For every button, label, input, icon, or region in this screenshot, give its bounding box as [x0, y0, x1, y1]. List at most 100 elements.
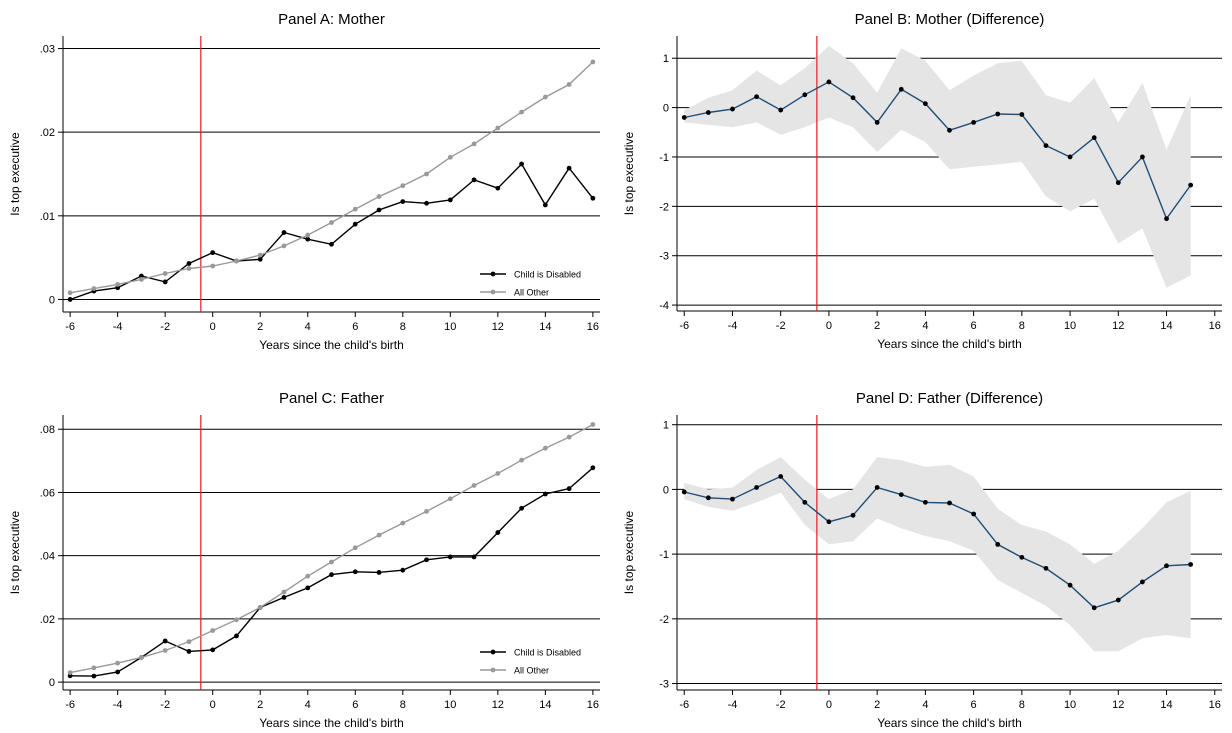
data-point — [519, 457, 524, 463]
data-point — [566, 486, 572, 492]
x-tick-label: 12 — [492, 699, 504, 711]
data-point — [874, 120, 880, 125]
data-point — [210, 250, 216, 256]
data-point — [802, 92, 808, 98]
x-tick-label: 16 — [587, 699, 599, 711]
data-point — [329, 559, 334, 565]
x-tick-label: -6 — [679, 699, 689, 711]
data-point — [947, 500, 952, 506]
data-point — [850, 512, 856, 518]
x-tick-label: 8 — [1019, 699, 1025, 711]
data-point — [329, 241, 334, 247]
legend-label: All Other — [514, 666, 549, 676]
data-point — [424, 171, 429, 177]
data-point — [305, 236, 311, 242]
data-point — [1140, 154, 1145, 160]
data-point — [471, 554, 477, 560]
data-point — [922, 499, 928, 505]
x-tick-label: 4 — [922, 320, 928, 332]
x-tick-label: -6 — [65, 699, 75, 711]
x-tick-label: -2 — [160, 321, 170, 333]
data-point — [802, 499, 808, 505]
data-point — [566, 165, 572, 171]
x-tick-label: 12 — [492, 321, 504, 333]
series-line — [70, 467, 594, 677]
data-point — [210, 263, 216, 269]
data-point — [519, 161, 524, 167]
y-tick-label: 1 — [663, 420, 669, 432]
data-point — [590, 465, 596, 471]
data-point — [305, 585, 311, 591]
x-tick-label: -2 — [160, 699, 170, 711]
x-tick-label: 8 — [400, 321, 406, 333]
data-point — [519, 505, 524, 511]
data-point — [471, 177, 477, 183]
legend: Child is Disabled All Other — [480, 270, 581, 298]
data-point — [162, 648, 168, 653]
data-point — [778, 474, 784, 479]
data-point — [1188, 562, 1194, 567]
y-axis-label: Is top executive — [8, 510, 22, 594]
x-tick-label: 14 — [1160, 320, 1172, 332]
data-point — [898, 86, 904, 92]
data-point — [1115, 180, 1121, 186]
y-axis-label: Is top executive — [622, 131, 636, 215]
data-point — [257, 256, 263, 262]
data-point — [162, 271, 168, 276]
y-tick-label: -1 — [659, 549, 669, 561]
x-tick-label: 10 — [1064, 699, 1076, 711]
data-point — [995, 111, 1001, 117]
data-point — [139, 655, 144, 660]
x-tick-label: 16 — [1209, 320, 1221, 332]
y-tick-label: 1 — [663, 53, 669, 65]
data-point — [850, 95, 856, 101]
data-point — [542, 94, 548, 100]
y-tick-label: .03 — [40, 44, 55, 56]
data-point — [376, 207, 382, 213]
x-tick-label: -4 — [728, 699, 738, 711]
data-point — [67, 297, 73, 302]
data-point — [1115, 597, 1121, 603]
x-tick-label: 6 — [971, 320, 977, 332]
x-axis-label: Years since the child's birth — [259, 338, 404, 352]
data-point — [186, 639, 192, 645]
data-point — [681, 115, 687, 120]
data-point — [590, 422, 596, 427]
data-point — [305, 232, 311, 238]
panel-a: -6 -4 -2 0 2 4 6 8 10 12 14 16 0 .01 .02 .03 Panel A: Mo… — [8, 11, 600, 352]
legend-label: All Other — [514, 288, 549, 298]
data-point — [376, 570, 382, 575]
data-point — [91, 665, 97, 671]
x-tick-label: 12 — [1112, 320, 1124, 332]
data-point — [400, 520, 406, 526]
x-tick-label: 16 — [587, 321, 599, 333]
data-point — [234, 617, 239, 623]
x-axis-label: Years since the child's birth — [259, 716, 404, 730]
data-point — [352, 569, 358, 575]
data-point — [495, 471, 501, 476]
x-tick-label: 0 — [826, 320, 832, 332]
data-point — [754, 94, 759, 100]
data-point — [730, 106, 735, 112]
x-tick-label: 10 — [444, 699, 456, 711]
data-point — [162, 279, 168, 285]
data-point — [67, 290, 73, 296]
chart-title: Panel C: Father — [279, 390, 384, 407]
data-point — [1091, 135, 1097, 141]
data-point — [566, 434, 572, 440]
data-point — [542, 445, 548, 451]
data-point — [1019, 112, 1025, 117]
y-tick-label: .02 — [40, 127, 55, 139]
data-point — [115, 285, 121, 291]
data-point — [1164, 563, 1169, 569]
data-point — [352, 545, 358, 551]
x-tick-label: 4 — [305, 699, 311, 711]
data-point — [1043, 143, 1049, 149]
x-tick-label: -4 — [113, 321, 123, 333]
data-point — [730, 496, 735, 502]
data-point — [590, 59, 596, 65]
x-tick-label: 2 — [257, 321, 263, 333]
data-point — [210, 647, 216, 653]
x-tick-label: 12 — [1112, 699, 1124, 711]
